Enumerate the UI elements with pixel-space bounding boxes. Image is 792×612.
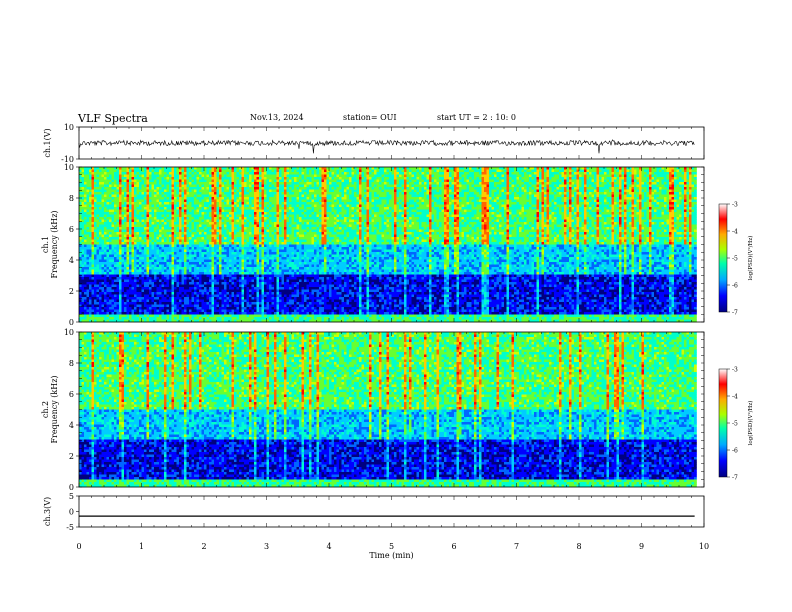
colorbar-tick-label: -3 xyxy=(732,202,738,209)
colorbar-tick-label: -6 xyxy=(732,448,738,455)
colorbar-label: log(PSD)(V²/Hz) xyxy=(747,401,754,446)
colorbar-tick-label: -3 xyxy=(732,367,738,374)
ch2-spectrogram-panel xyxy=(79,332,697,487)
y-tick-label: 6 xyxy=(69,225,74,234)
y-tick-label: 6 xyxy=(69,390,74,399)
y-tick-label: 0 xyxy=(69,483,74,492)
ch3-waveform-ylabel: ch.3(V) xyxy=(43,497,52,526)
y-tick-label: 8 xyxy=(69,359,74,368)
x-tick-label: 3 xyxy=(264,542,269,551)
colorbar-tick-label: -5 xyxy=(732,421,738,428)
x-tick-label: 2 xyxy=(201,542,206,551)
x-tick-label: 7 xyxy=(514,542,519,551)
y-tick-label: 2 xyxy=(69,287,74,296)
ch2-spectrogram-colorbar: -3 -4 -5 -6 -7 log(PSD)(V²/Hz) xyxy=(719,367,754,482)
colorbar-tick-label: -6 xyxy=(732,283,738,290)
x-tick-label: 9 xyxy=(639,542,644,551)
y-tick-label: 10 xyxy=(64,328,74,337)
y-tick-label: 2 xyxy=(69,452,74,461)
ch1-waveform-panel xyxy=(79,140,694,154)
ch1-waveform-ylabel: ch.1(V) xyxy=(43,128,52,157)
y-tick-label: -5 xyxy=(66,523,74,532)
colorbar-tick-label: -7 xyxy=(732,310,738,317)
ch2-spectrogram-ylabel: ch.2 xyxy=(41,401,50,418)
y-tick-label: 4 xyxy=(69,256,74,265)
ch1-spectrogram-colorbar: -3 -4 -5 -6 -7 log(PSD)(V²/Hz) xyxy=(719,202,754,317)
x-axis-label: Time (min) xyxy=(369,551,413,560)
x-tick-label: 10 xyxy=(699,542,709,551)
y-tick-label: 4 xyxy=(69,421,74,430)
x-tick-label: 5 xyxy=(389,542,394,551)
y-tick-label: 0 xyxy=(69,508,74,517)
ch1-spectrogram-ylabel: ch.1 xyxy=(41,236,50,253)
colorbar-label: log(PSD)(V²/Hz) xyxy=(747,236,754,281)
x-tick-label: 0 xyxy=(76,542,81,551)
y-tick-label: 10 xyxy=(64,163,74,172)
colorbar-tick-label: -4 xyxy=(732,229,738,236)
y-tick-label: 0 xyxy=(69,318,74,327)
ch2-spectrogram-ylabel: Frequency (kHz) xyxy=(50,375,59,443)
colorbar-tick-label: -5 xyxy=(732,256,738,263)
x-tick-label: 1 xyxy=(139,542,144,551)
colorbar-tick-label: -4 xyxy=(732,394,738,401)
y-tick-label: 10 xyxy=(64,123,74,132)
ch1-spectrogram-panel xyxy=(79,167,697,322)
x-tick-label: 8 xyxy=(576,542,581,551)
x-tick-label: 6 xyxy=(451,542,456,551)
ch1-waveform-line xyxy=(79,140,694,154)
colorbar-tick-label: -7 xyxy=(732,475,738,482)
y-tick-label: 5 xyxy=(69,492,74,501)
y-tick-label: 8 xyxy=(69,194,74,203)
ch1-spectrogram-ylabel: Frequency (kHz) xyxy=(50,210,59,278)
ch3-waveform-frame xyxy=(79,496,704,527)
x-tick-label: 4 xyxy=(326,542,331,551)
